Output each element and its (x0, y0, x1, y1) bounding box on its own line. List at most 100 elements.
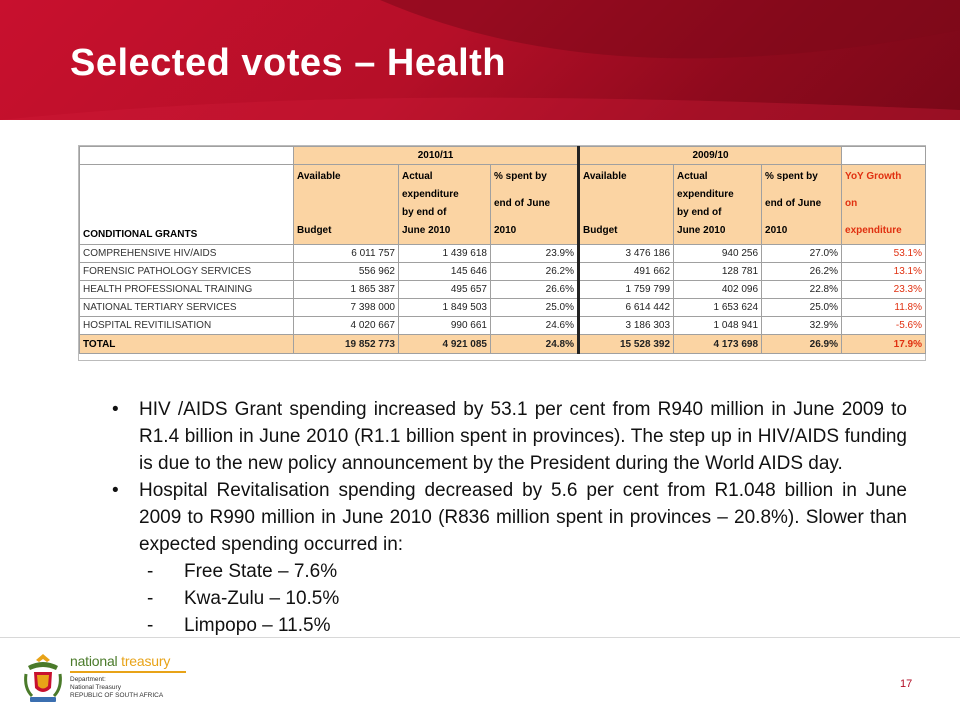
total-actual-2010-cell: 4 921 085 (398, 334, 491, 354)
pct-2010-cell: 23.9% (489, 244, 580, 263)
yoy-growth-cell: 23.3% (841, 280, 927, 299)
pct-2009-cell: 27.0% (761, 244, 843, 263)
footer-divider (0, 637, 960, 638)
header-line: by end of (677, 207, 722, 218)
header-line: June 2010 (402, 225, 451, 236)
bullet-item: • HIV /AIDS Grant spending increased by … (112, 396, 907, 477)
actual-2010-cell: 990 661 (398, 316, 491, 335)
table-row: FORENSIC PATHOLOGY SERVICES 556 962 145 … (79, 262, 927, 281)
header-line: Actual (402, 171, 433, 182)
column-header-actual-expenditure-2010: Actual expenditure by end of June 2010 (398, 164, 491, 245)
header-line: end of June (765, 198, 822, 209)
department-line: REPUBLIC OF SOUTH AFRICA (70, 692, 164, 699)
bullet-text: Hospital Revitalisation spending decreas… (139, 480, 907, 555)
grant-name-cell: FORENSIC PATHOLOGY SERVICES (79, 262, 294, 281)
brand-wordmark: national treasury (70, 653, 190, 669)
coat-of-arms-icon (24, 654, 62, 702)
pct-2010-cell: 26.2% (489, 262, 580, 281)
slide-title: Selected votes – Health (70, 42, 507, 84)
actual-2009-cell: 940 256 (673, 244, 763, 263)
header-line: expenditure (402, 189, 459, 200)
header-line: Budget (583, 225, 618, 236)
grant-name-cell: HOSPITAL REVITILISATION (79, 316, 294, 335)
brand-underline (70, 671, 186, 673)
table-row: HOSPITAL REVITILISATION 4 020 667 990 66… (79, 316, 927, 335)
header-line: Budget (297, 225, 332, 236)
grant-name-cell: NATIONAL TERTIARY SERVICES (79, 298, 294, 317)
conditional-grants-table-container: 2010/11 2009/10 CONDITIONAL GRANTS Avail… (78, 145, 927, 361)
table-row: HEALTH PROFESSIONAL TRAINING 1 865 387 4… (79, 280, 927, 299)
budget-2009-cell: 3 476 186 (577, 244, 675, 263)
dash-icon: - (147, 615, 154, 636)
header-line: expenditure (677, 189, 734, 200)
yoy-growth-cell: 13.1% (841, 262, 927, 281)
header-line: on (845, 198, 858, 209)
total-actual-2009-cell: 4 173 698 (673, 334, 763, 354)
actual-2009-cell: 402 096 (673, 280, 763, 299)
header-swoosh-decoration (0, 0, 960, 120)
slide-header-banner: Selected votes – Health (0, 0, 960, 120)
budget-2010-cell: 4 020 667 (293, 316, 399, 335)
table-corner-cell (841, 146, 927, 165)
budget-2010-cell: 7 398 000 (293, 298, 399, 317)
header-line: Available (297, 171, 341, 182)
pct-2010-cell: 25.0% (489, 298, 580, 317)
sub-item-text: Limpopo – 11.5% (184, 615, 331, 636)
pct-2009-cell: 25.0% (761, 298, 843, 317)
budget-2010-cell: 6 011 757 (293, 244, 399, 263)
total-yoy-growth-cell: 17.9% (841, 334, 927, 354)
header-line: expenditure (845, 225, 902, 236)
bullet-list: • HIV /AIDS Grant spending increased by … (112, 396, 907, 639)
column-header-available-budget-2009: Available Budget (577, 164, 675, 245)
column-header-pct-spent-2010: % spent by end of June 2010 (489, 164, 580, 245)
column-header-conditional-grants: CONDITIONAL GRANTS (79, 164, 294, 245)
total-pct-2010-cell: 24.8% (489, 334, 580, 354)
bullet-dot-icon: • (112, 399, 119, 420)
yoy-growth-cell: -5.6% (841, 316, 927, 335)
sub-item-text: Kwa-Zulu – 10.5% (184, 588, 340, 609)
header-line: 2010 (494, 225, 517, 236)
table-column-header-row: CONDITIONAL GRANTS Available Budget Actu… (79, 164, 927, 245)
sub-item-text: Free State – 7.6% (184, 561, 338, 582)
budget-2009-cell: 3 186 303 (577, 316, 675, 335)
yoy-growth-cell: 53.1% (841, 244, 927, 263)
conditional-grants-table: 2010/11 2009/10 CONDITIONAL GRANTS Avail… (79, 146, 927, 354)
header-line: by end of (402, 207, 447, 218)
pct-2009-cell: 22.8% (761, 280, 843, 299)
header-line: Actual (677, 171, 708, 182)
total-budget-2010-cell: 19 852 773 (293, 334, 399, 354)
bullet-text: HIV /AIDS Grant spending increased by 53… (139, 399, 907, 474)
sub-list-item: - Limpopo – 11.5% (112, 612, 907, 639)
total-pct-2009-cell: 26.9% (761, 334, 843, 354)
header-line: YoY Growth (845, 171, 902, 182)
table-total-row: TOTAL 19 852 773 4 921 085 24.8% 15 528 … (79, 334, 927, 354)
actual-2009-cell: 1 653 624 (673, 298, 763, 317)
grant-name-cell: COMPREHENSIVE HIV/AIDS (79, 244, 294, 263)
budget-2009-cell: 491 662 (577, 262, 675, 281)
table-group-header-row: 2010/11 2009/10 (79, 146, 927, 165)
dash-icon: - (147, 588, 154, 609)
total-label-cell: TOTAL (79, 334, 294, 354)
actual-2009-cell: 1 048 941 (673, 316, 763, 335)
yoy-growth-cell: 11.8% (841, 298, 927, 317)
actual-2010-cell: 495 657 (398, 280, 491, 299)
budget-2009-cell: 6 614 442 (577, 298, 675, 317)
actual-2010-cell: 145 646 (398, 262, 491, 281)
department-line: Department: (70, 676, 106, 683)
department-line: National Treasury (70, 684, 121, 691)
header-line: end of June (494, 198, 551, 209)
actual-2009-cell: 128 781 (673, 262, 763, 281)
pct-2010-cell: 26.6% (489, 280, 580, 299)
header-line: % spent by (494, 171, 547, 182)
budget-2010-cell: 556 962 (293, 262, 399, 281)
header-line: 2010 (765, 225, 788, 236)
pct-2010-cell: 24.6% (489, 316, 580, 335)
budget-2009-cell: 1 759 799 (577, 280, 675, 299)
group-header-2009: 2009/10 (577, 146, 843, 165)
sub-list-item: - Kwa-Zulu – 10.5% (112, 585, 907, 612)
column-header-pct-spent-2009: % spent by end of June 2010 (761, 164, 843, 245)
brand-treasury: treasury (121, 653, 171, 669)
grant-name-cell: HEALTH PROFESSIONAL TRAINING (79, 280, 294, 299)
table-row: COMPREHENSIVE HIV/AIDS 6 011 757 1 439 6… (79, 244, 927, 263)
pct-2009-cell: 26.2% (761, 262, 843, 281)
